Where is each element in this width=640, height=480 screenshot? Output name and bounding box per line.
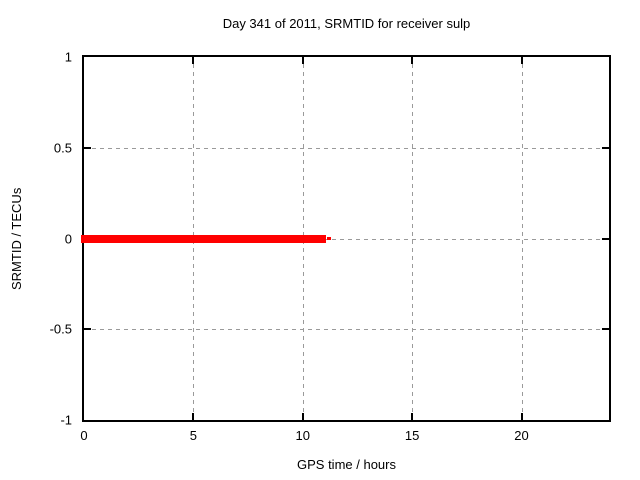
y-tick-label: 1 (64, 49, 72, 65)
x-tick-label: 20 (514, 428, 529, 443)
y-tick-mark-mirror (602, 237, 609, 240)
chart-title: Day 341 of 2011, SRMTID for receiver sul… (222, 16, 471, 31)
x-tick-mark-mirror (301, 57, 304, 64)
x-tick-mark (301, 413, 304, 420)
x-tick-label: 15 (404, 428, 420, 443)
x-tick-label: 10 (295, 428, 310, 443)
plot-area: 0 5 10 15 20 -1 -0.5 0 0.5 1 (50, 50, 611, 443)
x-axis-label: GPS time / hours (297, 457, 396, 472)
y-tick-mark-mirror (602, 328, 609, 331)
y-tick-mark (84, 146, 91, 149)
x-tick-mark-mirror (192, 57, 195, 64)
x-tick-label: 0 (80, 428, 88, 443)
data-line-segment (81, 234, 326, 243)
x-tick-mark (520, 413, 523, 420)
x-tick-label: 5 (189, 428, 197, 443)
y-tick-label: 0.5 (53, 140, 72, 156)
y-tick-label: -0.5 (49, 321, 72, 337)
x-tick-mark (411, 413, 414, 420)
x-tick-mark (192, 413, 195, 420)
gridline-y (84, 147, 609, 149)
y-axis-label: SRMTID / TECUs (9, 187, 24, 290)
x-tick-mark-mirror (520, 57, 523, 64)
y-tick-mark (84, 328, 91, 331)
y-tick-mark-mirror (602, 146, 609, 149)
y-tick-label: 0 (64, 231, 72, 246)
y-tick-label: -1 (60, 412, 72, 428)
x-tick-mark-mirror (411, 57, 414, 64)
data-line-segment (326, 237, 332, 240)
gridline-y (84, 329, 609, 331)
gridline-y (84, 238, 609, 240)
